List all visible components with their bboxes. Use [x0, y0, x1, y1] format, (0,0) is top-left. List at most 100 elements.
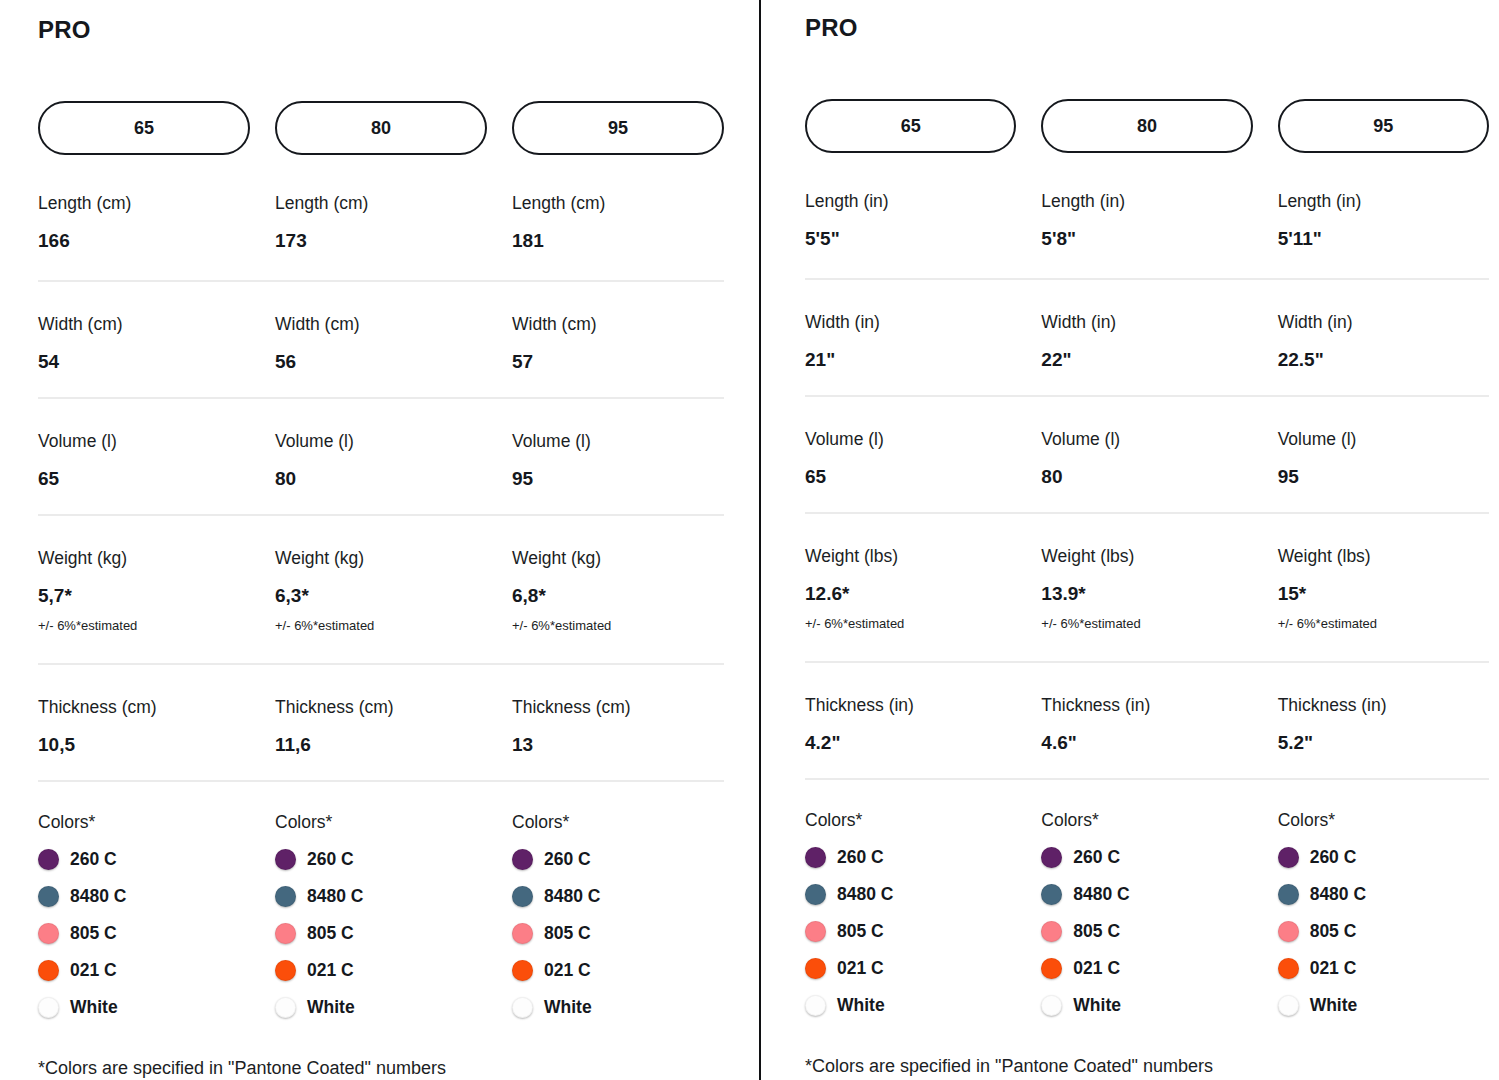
color-swatch-805c — [1278, 921, 1299, 942]
spec-label: Width (in) — [1041, 312, 1252, 333]
spec-row-width: Width (in) 21" Width (in) 22" Width (in)… — [805, 280, 1489, 397]
size-pill-65[interactable]: 65 — [805, 99, 1016, 153]
spec-row-length: Length (in) 5'5" Length (in) 5'8" Length… — [805, 153, 1489, 280]
spec-cell: Thickness (in) 5.2" — [1278, 695, 1489, 754]
colors-section: Colors* 260 C 8480 C 805 C 021 C White C… — [805, 780, 1489, 1016]
spec-value: 22" — [1041, 349, 1252, 371]
colors-label: Colors* — [1278, 810, 1489, 831]
pantone-footnote: *Colors are specified in "Pantone Coated… — [38, 1058, 724, 1079]
spec-value: 13 — [512, 734, 724, 756]
size-pill-95[interactable]: 95 — [512, 101, 724, 155]
colors-label: Colors* — [1041, 810, 1252, 831]
panel-imperial: PRO 65 80 95 Length (in) 5'5" Length (in… — [761, 0, 1499, 1080]
color-name: White — [1310, 995, 1358, 1016]
color-item: White — [512, 996, 724, 1018]
spec-note: +/- 6%*estimated — [512, 618, 724, 633]
spec-value: 10,5 — [38, 734, 250, 756]
spec-label: Length (cm) — [275, 193, 487, 214]
color-swatch-white — [805, 995, 826, 1016]
color-item: 260 C — [275, 848, 487, 870]
spec-value: 6,3* — [275, 585, 487, 607]
spec-row-length: Length (cm) 166 Length (cm) 173 Length (… — [38, 155, 724, 282]
spec-cell: Width (cm) 56 — [275, 314, 487, 373]
color-item: White — [805, 994, 1016, 1016]
color-name: 805 C — [837, 921, 884, 942]
spec-cell: Thickness (cm) 10,5 — [38, 697, 250, 756]
spec-label: Thickness (in) — [1278, 695, 1489, 716]
colors-cell: Colors* 260 C 8480 C 805 C 021 C White — [275, 812, 487, 1018]
spec-row-thickness: Thickness (in) 4.2" Thickness (in) 4.6" … — [805, 663, 1489, 780]
spec-value: 12.6* — [805, 583, 1016, 605]
color-item: 260 C — [1041, 846, 1252, 868]
spec-value: 4.2" — [805, 732, 1016, 754]
spec-label: Weight (kg) — [38, 548, 250, 569]
color-swatch-8480c — [38, 886, 59, 907]
color-name: 021 C — [1073, 958, 1120, 979]
spec-value: 5,7* — [38, 585, 250, 607]
spec-cell: Thickness (in) 4.2" — [805, 695, 1016, 754]
spec-row-volume: Volume (l) 65 Volume (l) 80 Volume (l) 9… — [805, 397, 1489, 514]
color-item: 021 C — [805, 957, 1016, 979]
color-swatch-white — [275, 997, 296, 1018]
spec-label: Length (in) — [1278, 191, 1489, 212]
spec-note: +/- 6%*estimated — [275, 618, 487, 633]
size-selector: 65 80 95 — [38, 101, 724, 155]
color-item: 021 C — [275, 959, 487, 981]
color-swatch-8480c — [1278, 884, 1299, 905]
color-swatch-260c — [512, 849, 533, 870]
color-list: 260 C 8480 C 805 C 021 C White — [805, 846, 1016, 1016]
spec-value: 15* — [1278, 583, 1489, 605]
color-name: 8480 C — [70, 886, 126, 907]
colors-label: Colors* — [805, 810, 1016, 831]
spec-cell: Width (in) 21" — [805, 312, 1016, 371]
color-swatch-260c — [275, 849, 296, 870]
spec-label: Weight (kg) — [512, 548, 724, 569]
spec-label: Volume (l) — [1278, 429, 1489, 450]
spec-row-volume: Volume (l) 65 Volume (l) 80 Volume (l) 9… — [38, 399, 724, 516]
color-swatch-805c — [275, 923, 296, 944]
color-item: 8480 C — [275, 885, 487, 907]
spec-label: Width (in) — [1278, 312, 1489, 333]
spec-label: Volume (l) — [512, 431, 724, 452]
spec-value: 5'8" — [1041, 228, 1252, 250]
page-title: PRO — [805, 14, 1489, 42]
color-swatch-8480c — [275, 886, 296, 907]
color-list: 260 C 8480 C 805 C 021 C White — [275, 848, 487, 1018]
size-pill-80[interactable]: 80 — [1041, 99, 1252, 153]
color-item: 021 C — [38, 959, 250, 981]
size-pill-95[interactable]: 95 — [1278, 99, 1489, 153]
spec-label: Width (cm) — [38, 314, 250, 335]
color-swatch-260c — [805, 847, 826, 868]
color-item: 8480 C — [1041, 883, 1252, 905]
spec-cell: Length (in) 5'5" — [805, 191, 1016, 250]
spec-value: 11,6 — [275, 734, 487, 756]
color-name: 260 C — [837, 847, 884, 868]
color-swatch-805c — [1041, 921, 1062, 942]
spec-note: +/- 6%*estimated — [1278, 616, 1489, 631]
color-item: 805 C — [1278, 920, 1489, 942]
color-item: 805 C — [1041, 920, 1252, 942]
size-pill-65[interactable]: 65 — [38, 101, 250, 155]
color-swatch-white — [512, 997, 533, 1018]
colors-section: Colors* 260 C 8480 C 805 C 021 C White C… — [38, 782, 724, 1018]
color-name: White — [837, 995, 885, 1016]
color-name: White — [70, 997, 118, 1018]
size-pill-80[interactable]: 80 — [275, 101, 487, 155]
color-list: 260 C 8480 C 805 C 021 C White — [38, 848, 250, 1018]
color-name: White — [544, 997, 592, 1018]
spec-value: 65 — [38, 468, 250, 490]
color-item: White — [275, 996, 487, 1018]
spec-value: 95 — [512, 468, 724, 490]
color-name: 260 C — [307, 849, 354, 870]
color-name: 805 C — [1073, 921, 1120, 942]
color-item: 021 C — [1041, 957, 1252, 979]
spec-cell: Weight (lbs) 13.9* +/- 6%*estimated — [1041, 546, 1252, 631]
spec-label: Width (in) — [805, 312, 1016, 333]
spec-cell: Weight (lbs) 12.6* +/- 6%*estimated — [805, 546, 1016, 631]
color-name: 021 C — [837, 958, 884, 979]
spec-label: Volume (l) — [275, 431, 487, 452]
spec-comparison: PRO 65 80 95 Length (cm) 166 Length (cm)… — [0, 0, 1499, 1080]
spec-note: +/- 6%*estimated — [38, 618, 250, 633]
spec-label: Width (cm) — [275, 314, 487, 335]
spec-cell: Width (in) 22.5" — [1278, 312, 1489, 371]
